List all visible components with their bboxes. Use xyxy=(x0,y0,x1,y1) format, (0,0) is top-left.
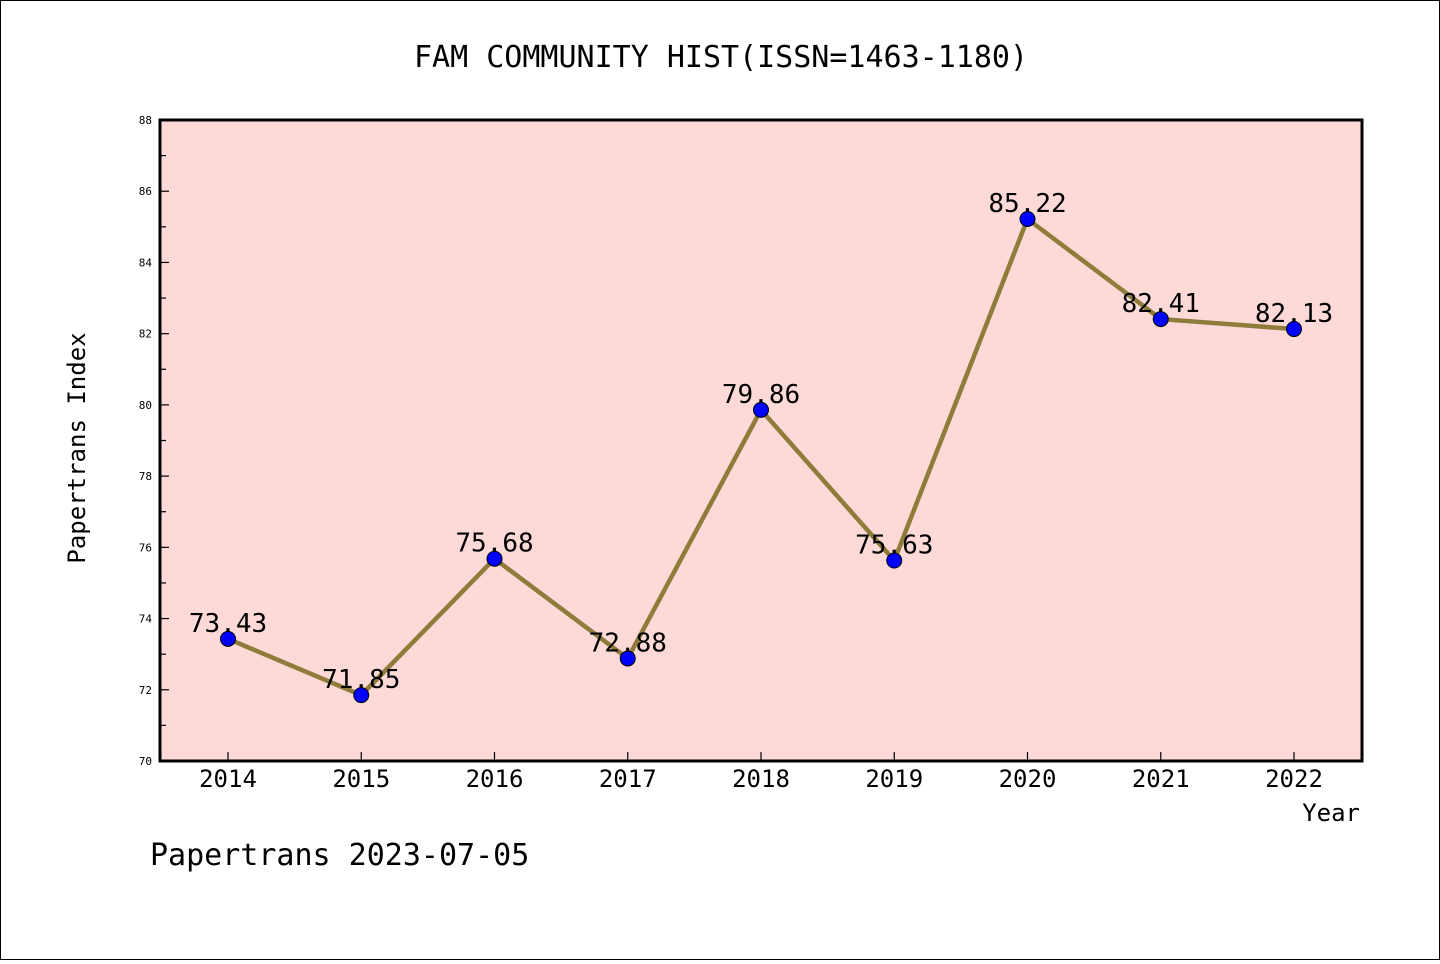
data-point-marker xyxy=(619,650,636,667)
y-tick-label: 76 xyxy=(139,541,152,554)
data-point-marker xyxy=(353,687,370,704)
x-tick-label: 2018 xyxy=(732,765,790,793)
data-label: 73.43 xyxy=(189,609,267,639)
y-tick-label: 86 xyxy=(139,185,152,198)
x-tick-label: 2022 xyxy=(1265,765,1323,793)
y-tick-label: 74 xyxy=(139,613,153,626)
y-tick-label: 84 xyxy=(139,256,153,269)
x-axis: 2014 2015 2016 2017 2018 2019 2020 2021 2022 xyxy=(199,752,1323,793)
data-label: 72.88 xyxy=(589,628,667,658)
data-point-marker xyxy=(220,630,236,647)
data-labels: 73.43 71.85 75.68 72.88 79.86 75.63 85.22 82.41… xyxy=(189,189,1333,695)
x-tick-label: 2021 xyxy=(1132,765,1190,793)
data-point-marker xyxy=(1152,311,1169,328)
data-point-marker xyxy=(753,401,769,418)
data-point-marker xyxy=(1286,321,1302,338)
data-label: 79.86 xyxy=(722,380,800,410)
x-tick-label: 2019 xyxy=(865,765,923,793)
y-axis: 70 72 74 76 78 80 82 84 86 88 xyxy=(139,114,169,768)
footer-text: Papertrans 2023-07-05 xyxy=(150,838,529,873)
data-label: 75.63 xyxy=(855,531,933,561)
x-tick-label: 2014 xyxy=(199,765,257,793)
data-label: 71.85 xyxy=(322,665,400,695)
y-tick-label: 78 xyxy=(139,470,152,483)
series-line-group xyxy=(220,210,1302,704)
y-tick-label: 82 xyxy=(139,328,152,341)
plot-area xyxy=(158,118,1364,763)
data-point-marker xyxy=(1019,210,1036,227)
x-tick-label: 2017 xyxy=(599,765,657,793)
y-tick-label: 72 xyxy=(139,684,152,697)
data-label: 82.41 xyxy=(1122,289,1200,319)
data-label: 75.68 xyxy=(455,529,533,559)
y-tick-label: 88 xyxy=(139,114,152,127)
chart-title: FAM COMMUNITY HIST(ISSN=1463-1180) xyxy=(414,40,1028,75)
x-tick-label: 2016 xyxy=(466,765,524,793)
data-label: 85.22 xyxy=(988,189,1066,219)
data-point-marker xyxy=(886,552,903,569)
data-point-marker xyxy=(486,550,503,567)
x-tick-label: 2020 xyxy=(999,765,1057,793)
y-axis-label: Papertrans Index xyxy=(63,332,91,563)
data-label: 82.13 xyxy=(1255,299,1333,329)
x-axis-label: Year xyxy=(1302,799,1360,827)
y-tick-label: 70 xyxy=(139,755,152,768)
y-tick-label: 80 xyxy=(139,399,152,412)
x-tick-label: 2015 xyxy=(332,765,390,793)
